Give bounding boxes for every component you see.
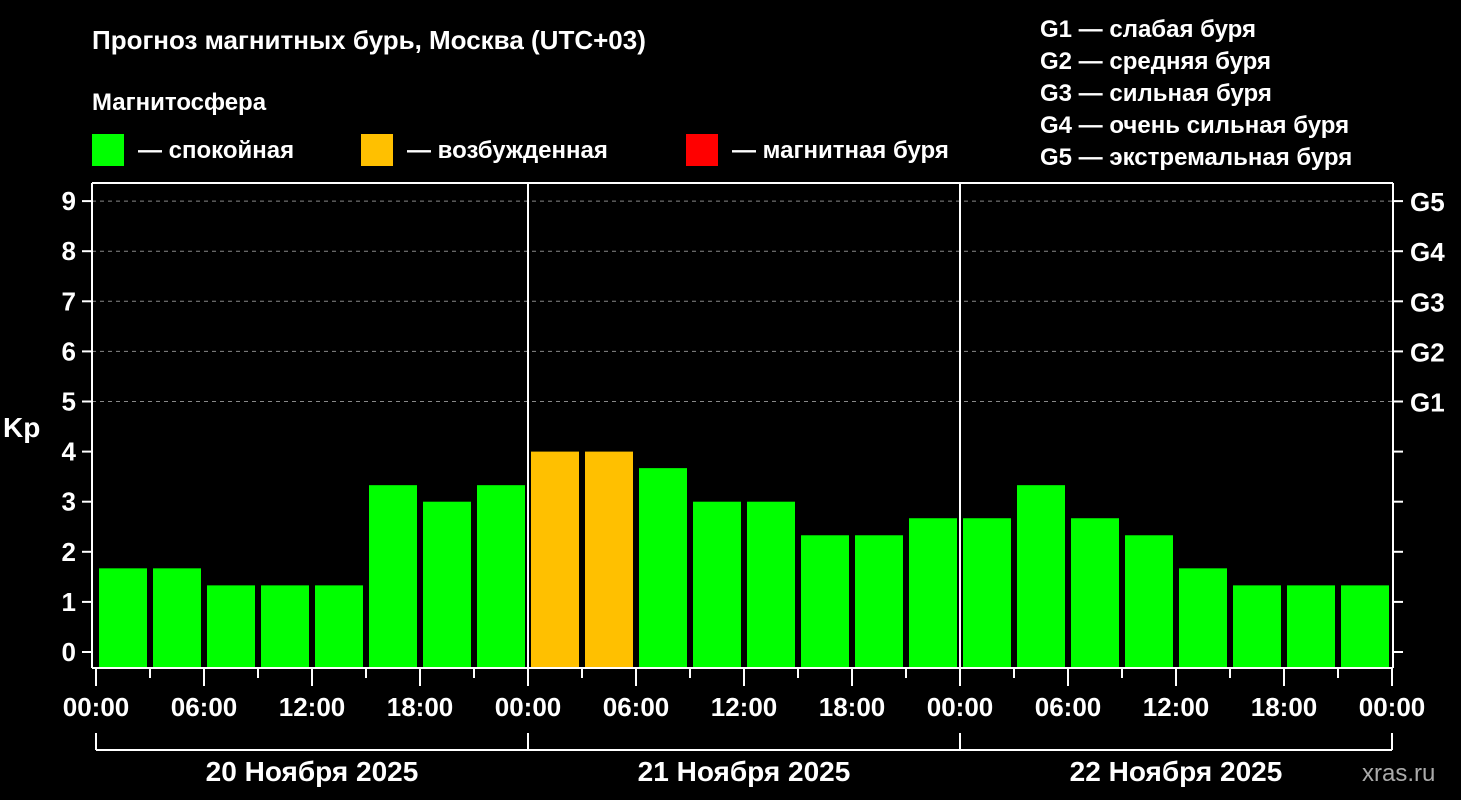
x-tick-label: 18:00 bbox=[387, 692, 454, 722]
y-tick-label: 6 bbox=[62, 336, 76, 366]
g-level-label: G5 bbox=[1410, 187, 1445, 217]
y-tick-label: 4 bbox=[62, 437, 77, 467]
legend-swatch bbox=[92, 134, 124, 166]
legend-label: — возбужденная bbox=[407, 137, 608, 164]
x-tick-label: 06:00 bbox=[171, 692, 238, 722]
x-tick-label: 18:00 bbox=[1251, 692, 1318, 722]
bar bbox=[369, 485, 417, 668]
g-level-label: G4 bbox=[1410, 237, 1445, 267]
bar bbox=[1017, 485, 1065, 668]
bar bbox=[261, 585, 309, 668]
y-tick-label: 2 bbox=[62, 537, 76, 567]
bar bbox=[1071, 518, 1119, 668]
g-level-label: G3 bbox=[1410, 287, 1445, 317]
storm-level-label: G4 — очень сильная буря bbox=[1040, 112, 1349, 139]
bar bbox=[1179, 568, 1227, 668]
bar bbox=[747, 501, 795, 668]
x-tick-label: 00:00 bbox=[1359, 692, 1426, 722]
y-tick-label: 0 bbox=[62, 637, 76, 667]
bar bbox=[315, 585, 363, 668]
plot-area: 0 1 2 3 4 5 6 7 8 9 G1 G2 G3 G4 G5 Kp 00:00 06:00 12:00 18:… bbox=[3, 182, 1445, 787]
watermark: xras.ru bbox=[1362, 760, 1435, 787]
g-level-label: G1 bbox=[1410, 388, 1445, 418]
chart-title: Прогноз магнитных бурь, Москва (UTC+03) bbox=[92, 25, 646, 55]
x-tick-label: 18:00 bbox=[819, 692, 886, 722]
y-axis-label: Kp bbox=[3, 412, 40, 443]
bar bbox=[1287, 585, 1335, 668]
bar bbox=[963, 518, 1011, 668]
bar bbox=[153, 568, 201, 668]
x-tick-label: 12:00 bbox=[279, 692, 346, 722]
day-label: 20 Ноября 2025 bbox=[206, 756, 419, 787]
storm-level-label: G3 — сильная буря bbox=[1040, 80, 1272, 107]
bar bbox=[477, 485, 525, 668]
bar bbox=[909, 518, 957, 668]
y-tick-label: 7 bbox=[62, 286, 76, 316]
day-label: 21 Ноября 2025 bbox=[638, 756, 851, 787]
y-tick-label: 8 bbox=[62, 236, 76, 266]
x-tick-label: 06:00 bbox=[603, 692, 670, 722]
legend-label: — магнитная буря bbox=[732, 137, 949, 164]
legend-label: — спокойная bbox=[138, 137, 294, 164]
y-tick-label: 1 bbox=[62, 587, 76, 617]
x-tick-label: 00:00 bbox=[495, 692, 562, 722]
x-tick-label: 06:00 bbox=[1035, 692, 1102, 722]
bar bbox=[531, 451, 579, 668]
legend-swatch bbox=[686, 134, 718, 166]
y-tick-label: 3 bbox=[62, 487, 76, 517]
bar bbox=[1125, 535, 1173, 668]
storm-levels-legend: G1 — слабая буря G2 — средняя буря G3 — си… bbox=[1040, 16, 1352, 171]
bar bbox=[693, 501, 741, 668]
bar bbox=[639, 468, 687, 668]
bar bbox=[855, 535, 903, 668]
legend: — спокойная — возбужденная — магнитная бур… bbox=[92, 134, 949, 166]
g-level-label: G2 bbox=[1410, 337, 1445, 367]
storm-level-label: G1 — слабая буря bbox=[1040, 16, 1256, 43]
storm-level-label: G2 — средняя буря bbox=[1040, 48, 1271, 75]
y-tick-label: 5 bbox=[62, 387, 76, 417]
bar bbox=[1341, 585, 1389, 668]
bar bbox=[585, 451, 633, 668]
x-tick-label: 00:00 bbox=[63, 692, 130, 722]
bar bbox=[801, 535, 849, 668]
bar bbox=[99, 568, 147, 668]
x-tick-label: 12:00 bbox=[1143, 692, 1210, 722]
bar bbox=[207, 585, 255, 668]
legend-title: Магнитосфера bbox=[92, 89, 267, 116]
day-label: 22 Ноября 2025 bbox=[1070, 756, 1283, 787]
bar bbox=[1233, 585, 1281, 668]
y-tick-label: 9 bbox=[62, 186, 76, 216]
bar bbox=[423, 501, 471, 668]
x-tick-label: 00:00 bbox=[927, 692, 994, 722]
storm-level-label: G5 — экстремальная буря bbox=[1040, 144, 1352, 171]
x-tick-label: 12:00 bbox=[711, 692, 778, 722]
legend-swatch bbox=[361, 134, 393, 166]
